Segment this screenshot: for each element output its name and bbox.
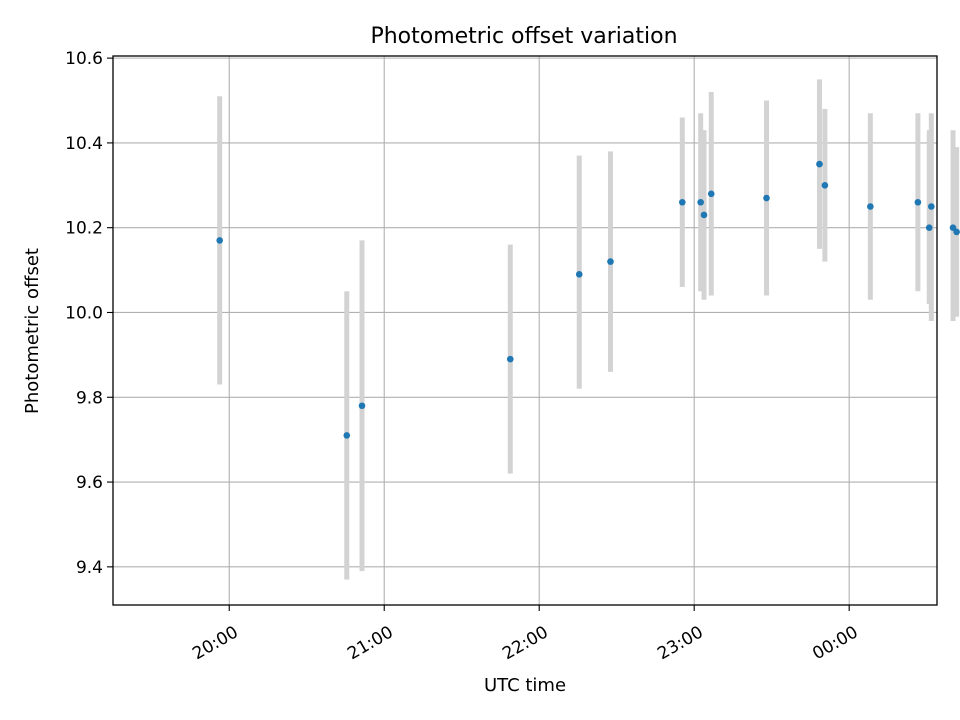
- data-point: [867, 203, 874, 210]
- grid-lines: [113, 56, 937, 605]
- x-axis-label: UTC time: [484, 675, 566, 696]
- data-point: [914, 198, 922, 206]
- y-tick-label: 10.6: [65, 49, 103, 69]
- data-point: [575, 271, 583, 278]
- y-axis-label: Photometric offset: [22, 248, 43, 414]
- y-tick-label: 9.6: [76, 473, 103, 493]
- plot-frame: [112, 55, 938, 606]
- y-tick-label: 10.2: [65, 219, 103, 239]
- data-point: [707, 190, 715, 198]
- x-tick-label: 22:00: [499, 622, 551, 664]
- x-tick-label: 23:00: [654, 622, 706, 664]
- data-point: [607, 258, 614, 265]
- y-tick-label: 10.4: [65, 134, 103, 154]
- y-tick-label: 9.8: [76, 388, 103, 408]
- data-point: [816, 160, 823, 168]
- data-point: [358, 402, 366, 410]
- data-point: [928, 203, 935, 210]
- x-tick-label: 00:00: [809, 622, 861, 664]
- y-tick-label: 10.0: [65, 303, 103, 323]
- data-points: [216, 160, 960, 439]
- data-point: [679, 198, 686, 206]
- data-point: [506, 355, 514, 363]
- data-point: [953, 228, 960, 236]
- data-point: [925, 224, 933, 231]
- data-point: [216, 237, 223, 244]
- y-tick-label: 9.4: [76, 558, 103, 578]
- x-tick-label: 21:00: [344, 622, 396, 664]
- x-tick-label: 20:00: [189, 622, 241, 664]
- data-point: [697, 198, 704, 206]
- data-point: [821, 182, 829, 189]
- data-point: [343, 432, 351, 439]
- data-point: [700, 211, 708, 219]
- data-point: [763, 194, 770, 202]
- chart-title: Photometric offset variation: [370, 24, 677, 49]
- y-axis-ticks: 9.4 9.6 9.8 10.0 10.2 10.4 10.6: [65, 49, 113, 578]
